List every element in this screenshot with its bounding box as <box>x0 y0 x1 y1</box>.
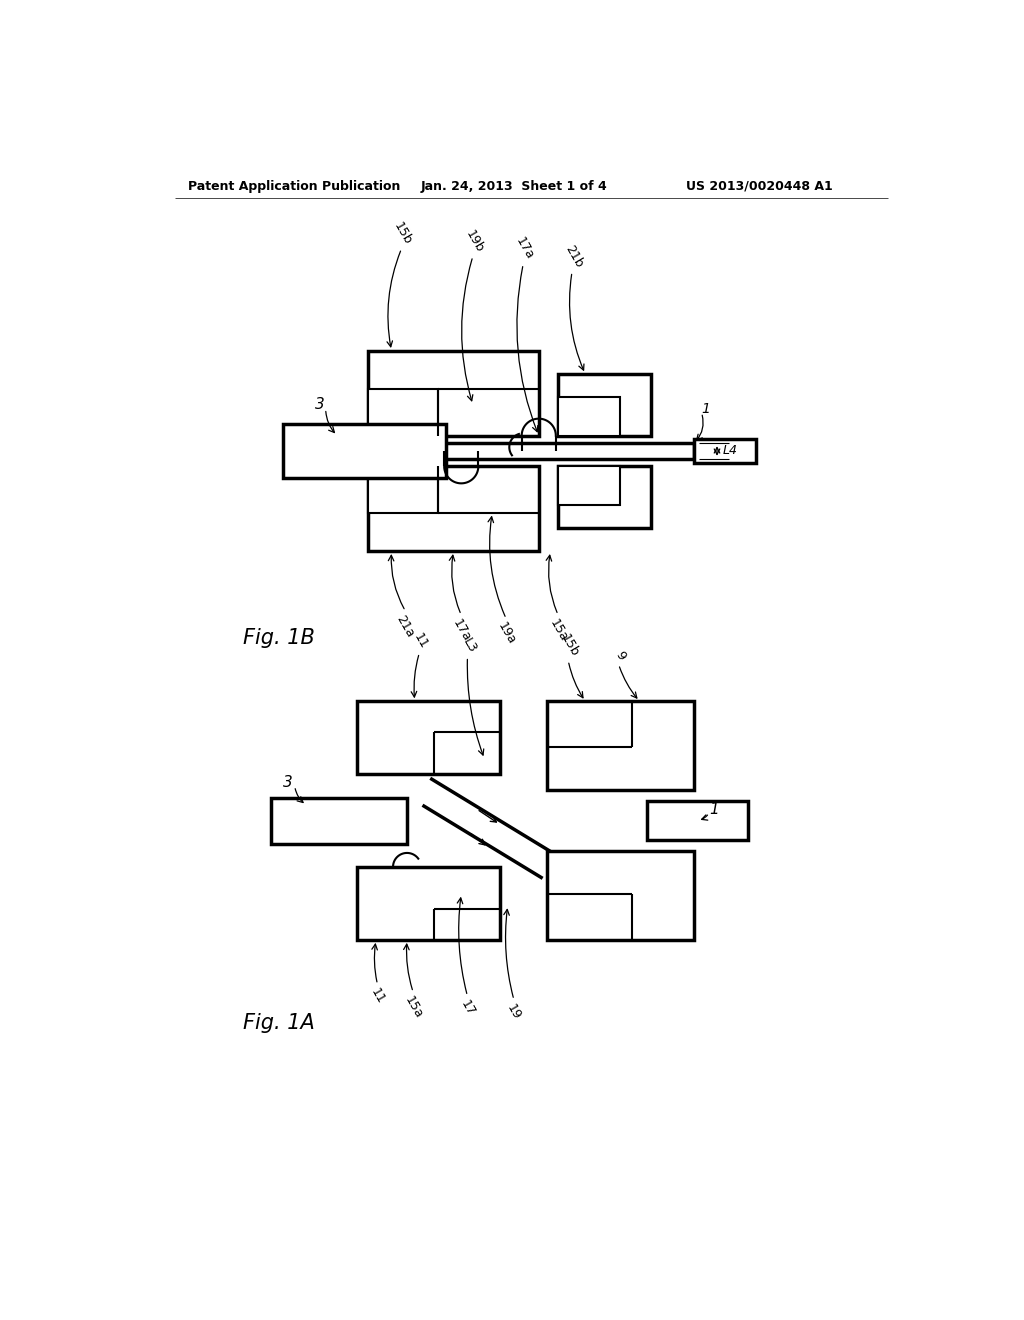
Text: US 2013/0020448 A1: US 2013/0020448 A1 <box>686 180 833 193</box>
Text: 11: 11 <box>412 631 430 651</box>
Text: 19: 19 <box>505 1002 523 1022</box>
Bar <box>558 466 651 528</box>
Text: 15b: 15b <box>391 220 415 247</box>
Text: 9: 9 <box>612 649 628 663</box>
Text: 11: 11 <box>368 986 387 1006</box>
Bar <box>356 701 500 775</box>
Text: 15a: 15a <box>547 616 569 644</box>
Text: 15a: 15a <box>401 994 425 1020</box>
Text: 1: 1 <box>701 401 711 416</box>
Bar <box>271 797 407 843</box>
Text: 3: 3 <box>283 775 293 789</box>
Bar <box>547 701 693 789</box>
Text: 15b: 15b <box>558 632 582 659</box>
Bar <box>369 466 438 512</box>
Text: 19a: 19a <box>495 620 518 647</box>
Text: 21a: 21a <box>394 612 417 640</box>
Text: Jan. 24, 2013  Sheet 1 of 4: Jan. 24, 2013 Sheet 1 of 4 <box>421 180 607 193</box>
Bar <box>558 466 621 506</box>
Bar <box>647 801 748 840</box>
Bar <box>547 851 693 940</box>
Bar <box>369 389 438 436</box>
Text: Patent Application Publication: Patent Application Publication <box>188 180 400 193</box>
Text: Fig. 1A: Fig. 1A <box>243 1014 314 1034</box>
Text: 17a: 17a <box>513 235 537 263</box>
Bar <box>369 351 539 436</box>
Bar <box>356 867 500 940</box>
Bar <box>337 444 693 459</box>
Text: L3: L3 <box>460 636 478 655</box>
Bar <box>558 374 651 436</box>
Text: 17a: 17a <box>450 616 473 644</box>
Text: 19b: 19b <box>463 227 486 255</box>
Text: Fig. 1B: Fig. 1B <box>243 628 314 648</box>
Bar <box>558 397 621 436</box>
Text: L4: L4 <box>722 445 737 458</box>
Text: 17: 17 <box>458 998 477 1018</box>
Bar <box>283 424 445 478</box>
Text: 1: 1 <box>710 801 719 817</box>
Bar <box>693 440 756 462</box>
Bar <box>369 466 539 552</box>
Text: 21b: 21b <box>562 243 585 271</box>
Text: 3: 3 <box>315 397 325 412</box>
